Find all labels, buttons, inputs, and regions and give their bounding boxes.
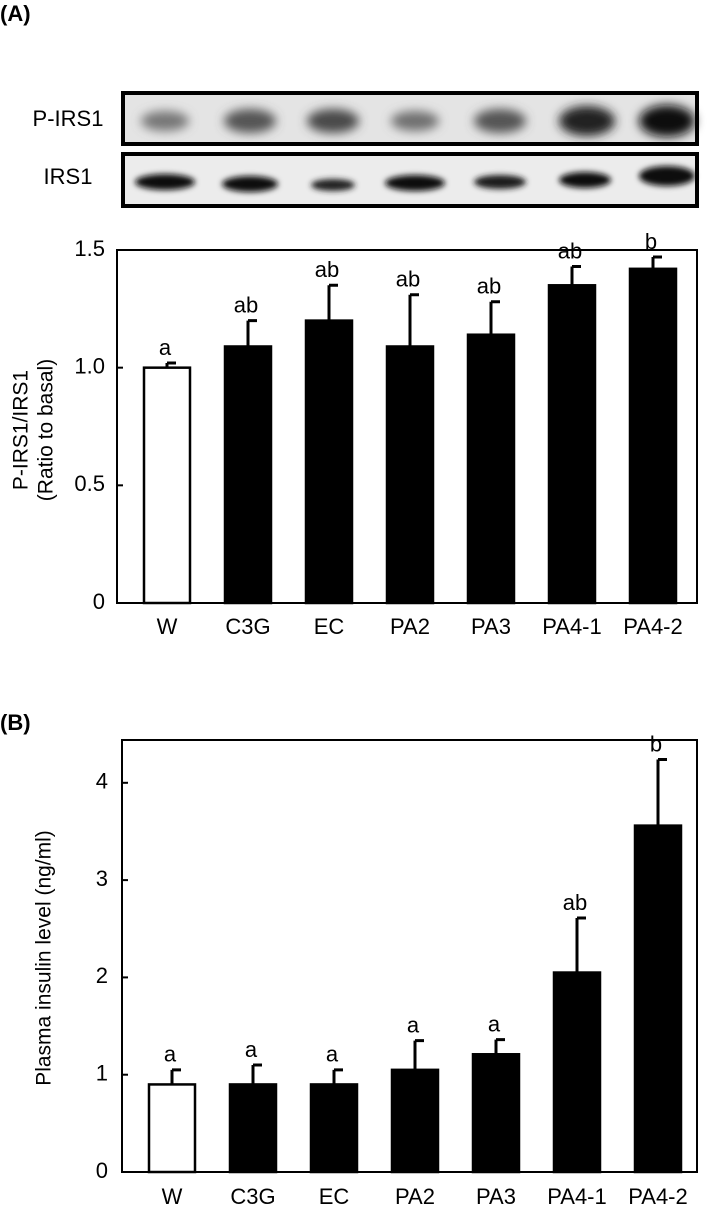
y-tick-label: 0.5 — [74, 471, 105, 496]
significance-label: a — [164, 1042, 177, 1067]
y-tick-label: 1 — [96, 1061, 108, 1086]
error-bar — [408, 293, 419, 347]
significance-label: b — [645, 229, 657, 254]
significance-label: a — [159, 335, 172, 360]
y-axis-label: (Ratio to basal) — [35, 359, 58, 501]
x-tick-label: W — [162, 1184, 183, 1209]
bar — [228, 1083, 278, 1174]
x-tick-label: PA2 — [390, 614, 430, 639]
bar — [471, 1053, 521, 1174]
error-bar — [494, 1038, 505, 1055]
bar — [304, 319, 354, 605]
bar — [147, 1083, 197, 1174]
x-tick-label: PA4-1 — [547, 1184, 607, 1209]
x-tick-label: PA4-2 — [623, 614, 683, 639]
significance-label: ab — [234, 292, 258, 317]
x-tick-label: PA4-1 — [542, 614, 602, 639]
y-tick-label: 3 — [96, 866, 108, 891]
error-bar — [413, 1039, 424, 1070]
x-tick-label: PA3 — [476, 1184, 516, 1209]
error-bar — [332, 1068, 343, 1085]
significance-label: ab — [558, 238, 582, 263]
blot — [121, 91, 699, 208]
significance-label: ab — [477, 274, 501, 299]
error-bar — [170, 1068, 181, 1085]
bar — [142, 366, 192, 605]
significance-label: a — [488, 1011, 501, 1036]
blot-label: IRS1 — [44, 164, 93, 189]
error-bar — [575, 916, 586, 973]
x-tick-label: C3G — [225, 614, 270, 639]
x-tick-label: PA3 — [471, 614, 511, 639]
significance-label: ab — [396, 267, 420, 292]
panel-label: (A) — [0, 1, 31, 26]
significance-label: a — [407, 1012, 420, 1037]
x-tick-label: C3G — [230, 1184, 275, 1209]
blot-bands — [141, 105, 695, 137]
x-tick-label: PA2 — [395, 1184, 435, 1209]
bar — [385, 345, 435, 605]
bar — [466, 333, 516, 605]
panel-label: (B) — [0, 710, 31, 735]
blot-bands — [135, 166, 695, 192]
bar — [223, 345, 273, 605]
y-tick-label: 1.5 — [74, 236, 105, 261]
x-tick-label: PA4-2 — [628, 1184, 688, 1209]
blot-label: P-IRS1 — [33, 106, 104, 131]
x-tick-label: W — [157, 614, 178, 639]
y-tick-label: 0 — [93, 589, 105, 614]
bar — [552, 971, 602, 1174]
y-axis-label: P-IRS1/IRS1 — [10, 370, 33, 490]
bar — [633, 824, 683, 1174]
x-tick-label: EC — [319, 1184, 350, 1209]
y-tick-label: 1.0 — [74, 353, 105, 378]
y-axis-label: Plasma insulin level (ng/ml) — [33, 830, 56, 1086]
y-tick-label: 4 — [96, 769, 108, 794]
bar — [390, 1068, 440, 1174]
error-bar — [570, 264, 581, 286]
significance-label: ab — [563, 890, 587, 915]
bar — [628, 267, 678, 605]
error-bar — [651, 255, 662, 269]
error-bar — [327, 283, 338, 321]
error-bar — [251, 1063, 262, 1085]
error-bar — [246, 319, 257, 347]
y-tick-label: 2 — [96, 963, 108, 988]
significance-label: b — [650, 731, 662, 756]
error-bar — [489, 300, 500, 335]
y-tick-label: 0 — [96, 1158, 108, 1183]
significance-label: a — [326, 1042, 339, 1067]
significance-label: a — [245, 1037, 258, 1062]
bar — [547, 284, 597, 605]
x-tick-label: EC — [314, 614, 345, 639]
significance-label: ab — [315, 257, 339, 282]
bar — [309, 1083, 359, 1174]
error-bar — [656, 757, 667, 826]
